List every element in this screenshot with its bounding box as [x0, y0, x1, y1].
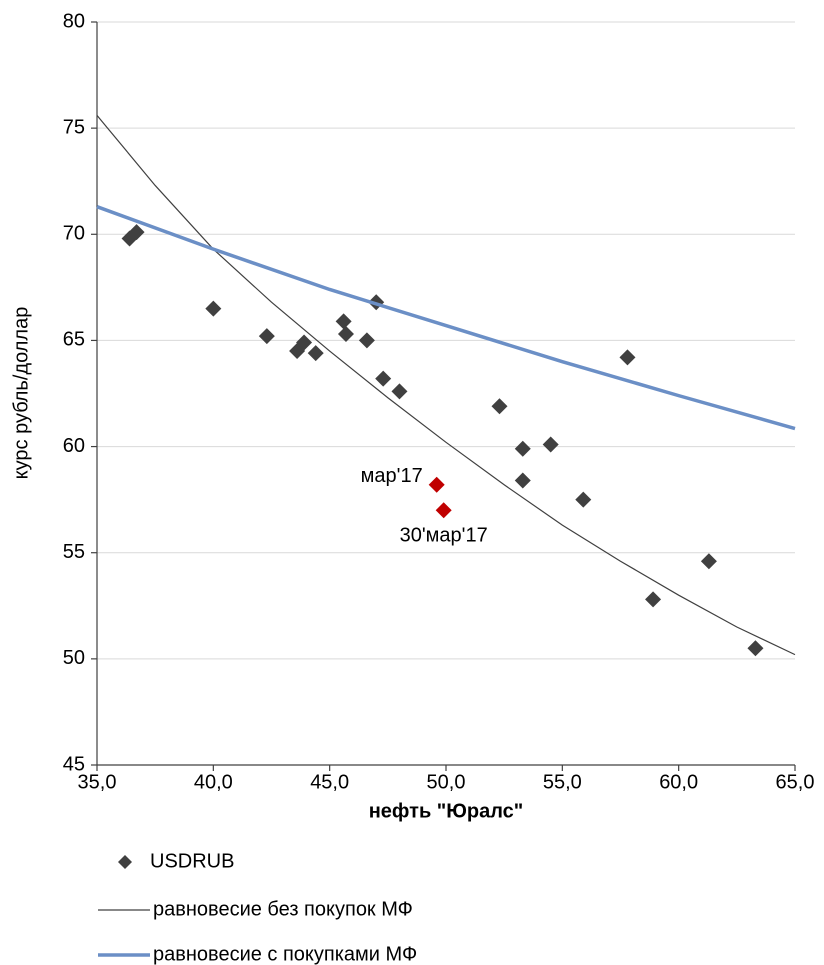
point — [645, 591, 662, 608]
y-tick-label: 45 — [63, 753, 85, 775]
point — [391, 383, 408, 400]
point — [258, 328, 275, 345]
legend-label: равновесие с покупками МФ — [153, 943, 417, 965]
x-tick-label: 65,0 — [776, 771, 815, 793]
y-tick-label: 55 — [63, 541, 85, 563]
point — [514, 472, 531, 489]
point — [700, 553, 717, 570]
highlight-point — [428, 476, 445, 493]
highlight-point — [435, 502, 452, 519]
point — [375, 370, 392, 387]
point — [128, 224, 145, 241]
x-tick-label: 40,0 — [194, 771, 233, 793]
x-tick-label: 45,0 — [310, 771, 349, 793]
point — [491, 398, 508, 415]
point — [542, 436, 559, 453]
point — [205, 300, 222, 317]
y-tick-label: 50 — [63, 647, 85, 669]
x-tick-label: 35,0 — [78, 771, 117, 793]
y-tick-label: 80 — [63, 10, 85, 32]
point — [514, 440, 531, 457]
point — [335, 313, 352, 330]
y-tick-label: 75 — [63, 116, 85, 138]
line — [96, 205, 796, 431]
x-axis-label: нефть "Юралс" — [369, 800, 524, 822]
legend-marker — [118, 855, 132, 869]
legend-label: USDRUB — [150, 850, 234, 872]
x-tick-label: 60,0 — [659, 771, 698, 793]
line — [96, 115, 796, 656]
point — [747, 640, 764, 657]
x-tick-label: 50,0 — [427, 771, 466, 793]
point — [575, 491, 592, 508]
y-tick-label: 70 — [63, 223, 85, 245]
point — [619, 349, 636, 366]
x-tick-label: 55,0 — [543, 771, 582, 793]
point — [358, 332, 375, 349]
point — [296, 334, 313, 351]
annotation: 30'мар'17 — [400, 525, 488, 547]
y-axis-label: курс рубль/доллар — [10, 307, 32, 480]
annotation: мар'17 — [361, 465, 423, 487]
point — [337, 326, 354, 343]
point — [307, 345, 324, 362]
legend-label: равновесие без покупок МФ — [153, 898, 413, 920]
y-tick-label: 60 — [63, 435, 85, 457]
y-tick-label: 65 — [63, 329, 85, 351]
